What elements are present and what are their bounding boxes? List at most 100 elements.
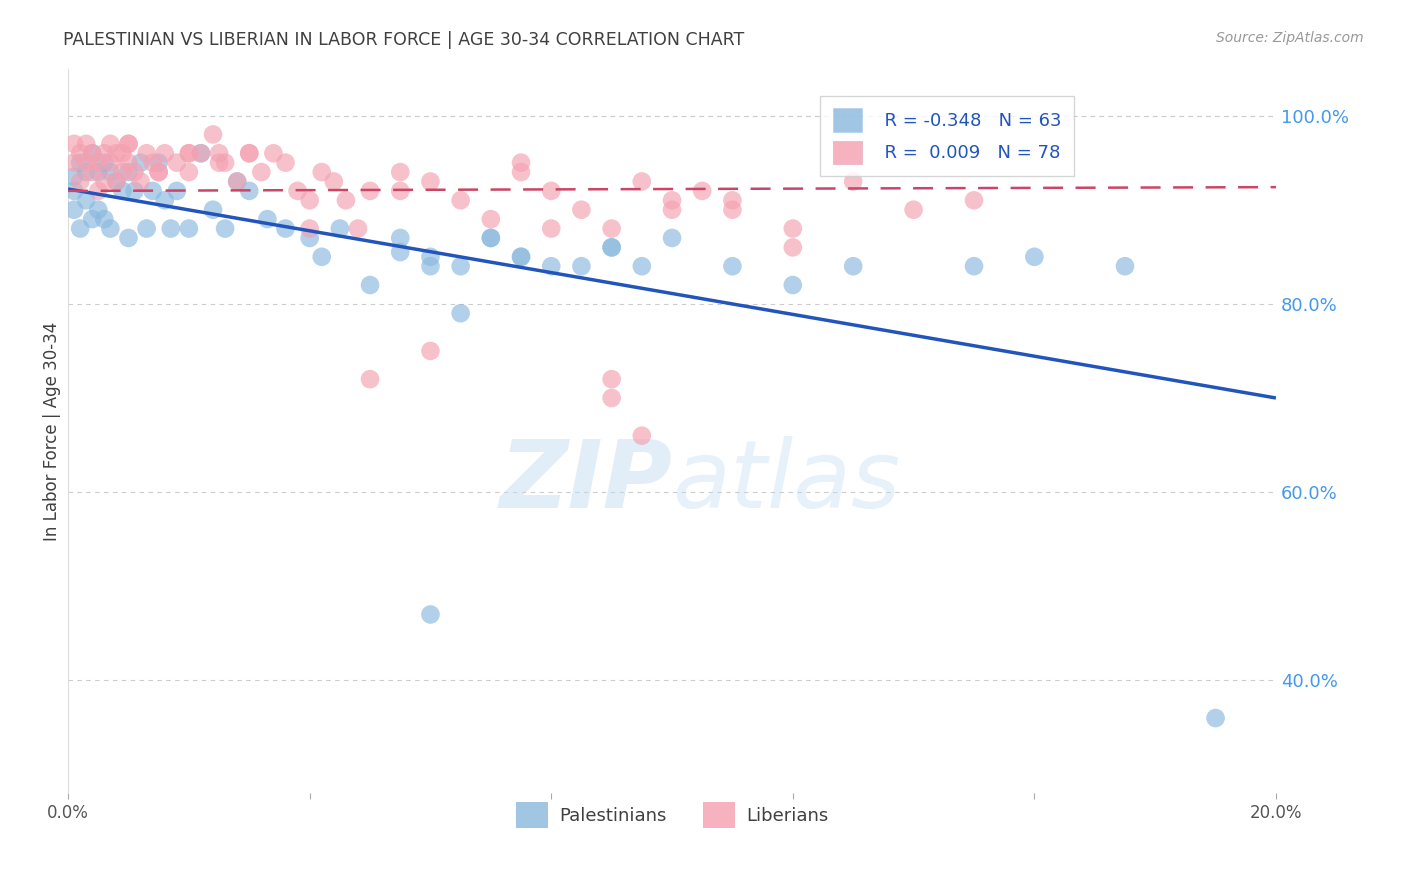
Point (274, 221, 297, 235)
Point (98, 155, 121, 169)
Point (93, 212, 115, 227)
Point (63, 202, 86, 217)
Point (166, 155, 188, 169)
Point (63, 136, 86, 151)
Point (82, 165, 104, 179)
Point (129, 174, 152, 188)
Point (69, 146, 91, 161)
Point (479, 231, 502, 245)
Point (69, 155, 91, 169)
Point (389, 245, 412, 260)
Point (419, 250, 441, 264)
Point (117, 136, 139, 151)
Text: Source: ZipAtlas.com: Source: ZipAtlas.com (1216, 31, 1364, 45)
Point (111, 165, 134, 179)
Point (262, 146, 284, 161)
Point (87, 184, 110, 198)
Point (721, 202, 744, 217)
Point (782, 221, 804, 235)
Point (600, 240, 623, 254)
Point (148, 155, 170, 169)
Point (159, 221, 181, 235)
Point (105, 146, 128, 161)
Point (87, 202, 110, 217)
Point (661, 202, 683, 217)
Point (510, 155, 533, 169)
Point (75, 194, 97, 208)
Point (510, 250, 533, 264)
Point (782, 278, 804, 293)
Point (1114, 259, 1136, 273)
Point (208, 155, 231, 169)
Point (842, 174, 865, 188)
Point (630, 259, 652, 273)
Point (214, 155, 236, 169)
Point (69, 221, 91, 235)
Point (274, 155, 297, 169)
Point (311, 250, 333, 264)
Point (479, 212, 502, 227)
Point (571, 259, 593, 273)
Text: atlas: atlas (672, 436, 900, 527)
Point (359, 278, 381, 293)
Point (419, 607, 441, 622)
Point (105, 174, 128, 188)
Point (842, 259, 865, 273)
Point (93, 146, 115, 161)
Point (93, 174, 115, 188)
Point (124, 184, 146, 198)
Point (153, 146, 176, 161)
Point (202, 202, 225, 217)
Point (510, 250, 533, 264)
Point (721, 194, 744, 208)
Text: PALESTINIAN VS LIBERIAN IN LABOR FORCE | AGE 30-34 CORRELATION CHART: PALESTINIAN VS LIBERIAN IN LABOR FORCE |… (63, 31, 745, 49)
Point (177, 221, 200, 235)
Point (600, 221, 623, 235)
Point (359, 184, 381, 198)
Point (142, 155, 165, 169)
Point (129, 155, 152, 169)
Point (1024, 250, 1046, 264)
Point (238, 146, 260, 161)
Point (117, 136, 139, 151)
Point (111, 184, 134, 198)
Point (359, 372, 381, 386)
Point (347, 221, 370, 235)
Point (82, 146, 104, 161)
Point (69, 174, 91, 188)
Y-axis label: In Labor Force | Age 30-34: In Labor Force | Age 30-34 (44, 321, 60, 541)
Point (93, 155, 115, 169)
Point (389, 165, 412, 179)
Point (298, 231, 321, 245)
Point (177, 165, 200, 179)
Point (82, 212, 104, 227)
Point (117, 231, 139, 245)
Point (450, 194, 472, 208)
Point (298, 221, 321, 235)
Point (87, 165, 110, 179)
Point (166, 184, 188, 198)
Point (202, 128, 225, 142)
Point (479, 231, 502, 245)
Point (963, 259, 986, 273)
Point (177, 146, 200, 161)
Point (148, 165, 170, 179)
Point (329, 221, 352, 235)
Point (75, 136, 97, 151)
Point (190, 146, 212, 161)
Point (600, 240, 623, 254)
Point (124, 165, 146, 179)
Point (661, 231, 683, 245)
Point (250, 165, 273, 179)
Point (117, 165, 139, 179)
Point (135, 221, 157, 235)
Point (419, 174, 441, 188)
Point (510, 165, 533, 179)
Point (153, 194, 176, 208)
Point (87, 155, 110, 169)
Point (322, 174, 344, 188)
Point (177, 146, 200, 161)
Point (111, 146, 134, 161)
Point (98, 136, 121, 151)
Point (135, 146, 157, 161)
